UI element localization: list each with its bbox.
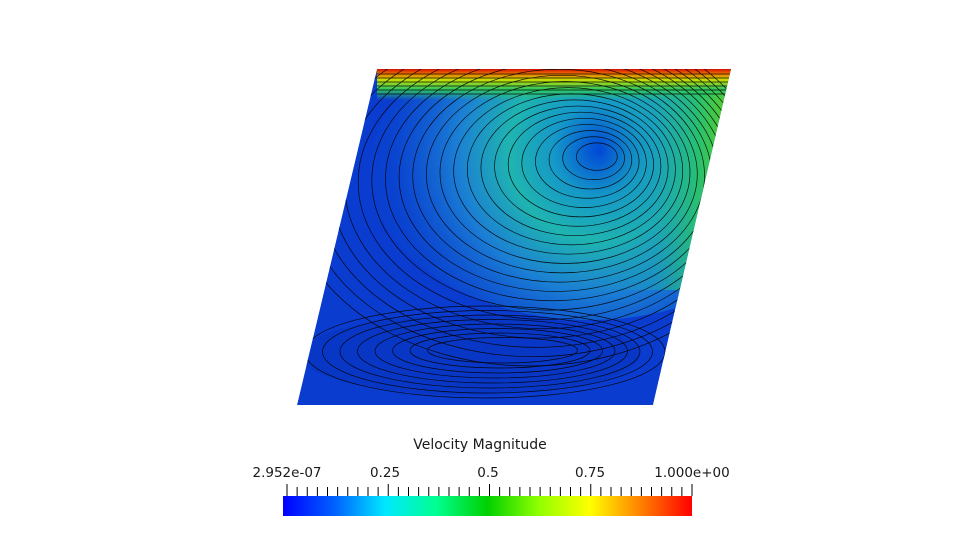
streamline: [480, 99, 669, 236]
lid-driven-cavity-domain: [297, 69, 731, 405]
streamline: [304, 305, 666, 399]
streamline: [426, 74, 698, 274]
streamline: [303, 69, 731, 358]
streamline: [521, 117, 647, 208]
streamline: [466, 93, 676, 246]
streamline: [344, 69, 731, 330]
legend-tick-0-75: 0.75: [574, 465, 606, 481]
streamline: [535, 124, 640, 199]
streamline: [427, 337, 578, 364]
streamline: [412, 69, 705, 283]
streamline: [357, 69, 731, 320]
streamline: [322, 310, 653, 394]
color-legend: [283, 484, 693, 516]
streamline: [297, 69, 731, 367]
streamline: [562, 136, 625, 180]
color-bar-ticks: [286, 484, 693, 496]
streamline: [409, 332, 591, 369]
streamline: [548, 130, 633, 190]
streamline: [316, 69, 731, 348]
color-bar: [283, 496, 692, 516]
streamline: [392, 328, 603, 374]
streamline: [439, 81, 691, 264]
legend-max-label: 1.000e+00: [654, 465, 730, 481]
streamline: [374, 323, 616, 379]
streamline: [507, 111, 654, 218]
secondary-vortex-shade: [300, 315, 640, 395]
right-wall-band: [600, 69, 731, 290]
streamline: [357, 319, 628, 384]
streamline: [330, 69, 731, 339]
streamline: [453, 87, 684, 255]
legend-tick-0-25: 0.25: [369, 465, 401, 481]
legend-tick-0-5: 0.5: [477, 465, 499, 481]
legend-min-label: 2.952e-07: [252, 465, 322, 481]
streamline: [576, 142, 618, 171]
primary-vortex-glow: [370, 69, 731, 320]
streamline: [494, 105, 662, 227]
streamline: [339, 314, 641, 389]
legend-title: Velocity Magnitude: [413, 437, 547, 453]
